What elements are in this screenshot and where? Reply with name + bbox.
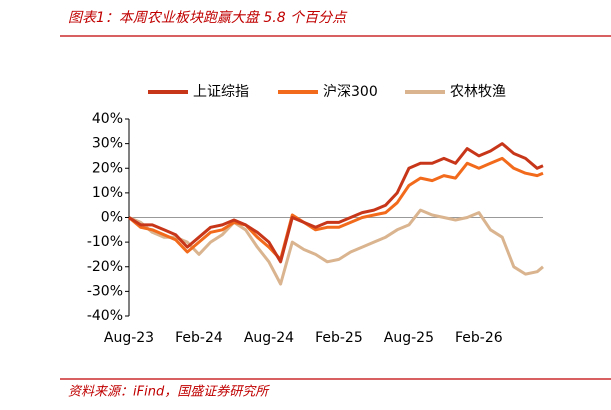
x-tick-label: Aug-25 (384, 330, 434, 346)
y-tick-label: -20% (87, 259, 123, 275)
y-tick-label: 30% (92, 136, 123, 152)
chart-title: 图表1：本周农业板块跑赢大盘 5.8 个百分点 (68, 10, 348, 26)
x-tick-label: Aug-23 (104, 330, 154, 346)
legend-label: 上证综指 (193, 84, 249, 100)
x-tick-label: Feb-25 (315, 330, 363, 346)
y-tick-label: 10% (92, 185, 123, 201)
series-line (128, 156, 544, 261)
y-tick-label: 0% (101, 210, 123, 226)
y-tick-label: 40% (92, 111, 123, 127)
y-tick-label: -40% (87, 308, 123, 324)
source: 资料来源：iFind，国盛证券研究所 (68, 384, 270, 400)
y-tick-label: -10% (87, 234, 123, 250)
y-tick-label: -30% (87, 283, 123, 299)
x-tick-label: Aug-24 (244, 330, 294, 346)
x-tick-label: Feb-24 (175, 330, 223, 346)
series-line (128, 208, 544, 286)
series-line (128, 142, 544, 264)
y-tick-label: 20% (92, 160, 123, 176)
legend-label: 农林牧渔 (450, 84, 506, 100)
legend-label: 沪深300 (323, 84, 378, 100)
x-tick-label: Feb-26 (455, 330, 503, 346)
